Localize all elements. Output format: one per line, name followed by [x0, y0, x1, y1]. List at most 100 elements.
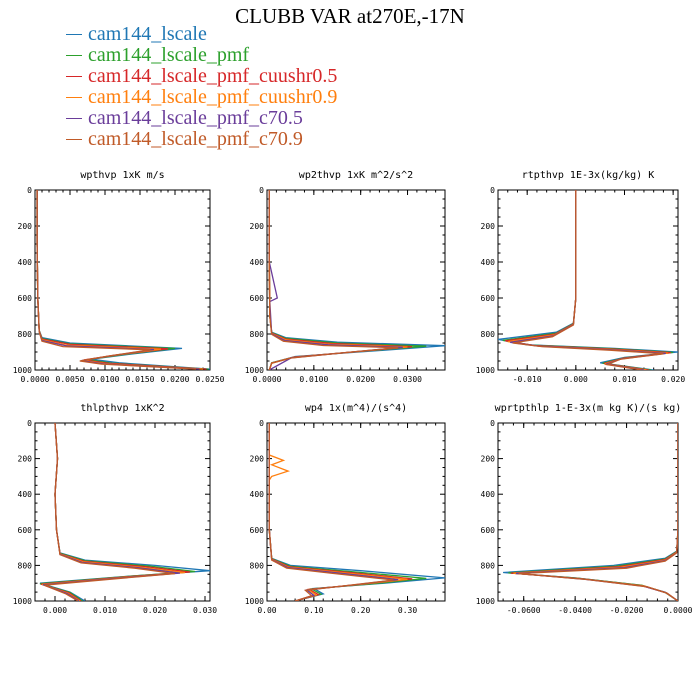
legend: cam144_lscale cam144_lscale_pmf cam144_lsc… — [66, 23, 338, 150]
plot-frame — [34, 422, 211, 602]
y-tick-label: 600 — [481, 526, 496, 535]
legend-item: cam144_lscale_pmf_cuushr0.5 — [66, 65, 338, 87]
series-line-1 — [36, 190, 210, 370]
series-line-5 — [268, 190, 403, 370]
series-line-2 — [502, 190, 674, 370]
series-line-5 — [42, 423, 181, 601]
legend-swatch — [66, 118, 82, 119]
plot-frame — [266, 422, 446, 602]
y-tick-label: 0 — [490, 419, 495, 428]
x-tick-label: 0.010 — [93, 606, 117, 615]
series-line-6 — [512, 190, 664, 370]
legend-label: cam144_lscale_pmf — [88, 44, 250, 66]
panel-title: thlpthvp 1xK^2 — [80, 403, 164, 414]
panel-4: thlpthvp 1xK^2 0 200 400 600 800 1000 0.000 0.01… — [13, 403, 217, 615]
series-line-6 — [36, 190, 197, 370]
series-line-4 — [36, 190, 204, 370]
y-tick-label: 200 — [250, 222, 265, 231]
x-tick-label: 0.0200 — [346, 375, 375, 384]
x-tick-label: 0.020 — [661, 375, 685, 384]
panel-3: rtpthvp 1E-3x(kg/kg) K 0 200 400 600 800 1000 -… — [476, 170, 686, 384]
legend-label: cam144_lscale_pmf_c70.5 — [88, 107, 303, 129]
x-tick-label: 0.10 — [304, 606, 323, 615]
figure-title: CLUBB VAR at270E,-17N — [235, 4, 465, 28]
y-tick-label: 200 — [481, 222, 496, 231]
y-tick-label: 400 — [250, 490, 265, 499]
series-line-6 — [268, 190, 399, 370]
y-tick-label: 1000 — [476, 366, 495, 375]
legend-item: cam144_lscale_pmf_c70.5 — [66, 107, 337, 129]
series-line-4 — [268, 423, 408, 601]
x-tick-label: -0.0400 — [558, 606, 592, 615]
y-tick-label: 0 — [259, 419, 264, 428]
y-tick-label: 1000 — [245, 597, 264, 606]
series-line-4 — [268, 190, 408, 370]
y-tick-label: 600 — [250, 294, 265, 303]
series-line-3 — [510, 423, 678, 601]
series-line-5 — [268, 423, 399, 601]
series-line-2 — [36, 190, 209, 370]
series-line-3 — [36, 190, 207, 370]
legend-swatch — [66, 34, 82, 35]
x-tick-label: 0.30 — [398, 606, 417, 615]
legend-label: cam144_lscale_pmf_c70.9 — [88, 128, 303, 150]
series-line-1 — [268, 190, 445, 370]
x-tick-label: 0.0300 — [393, 375, 422, 384]
legend-item: cam144_lscale_pmf_c70.9 — [66, 128, 337, 150]
plot-frame — [497, 189, 679, 371]
series-line-2 — [39, 423, 196, 601]
x-tick-label: 0.030 — [193, 606, 217, 615]
y-tick-label: 400 — [18, 258, 33, 267]
y-tick-label: 400 — [18, 490, 33, 499]
y-tick-label: 0 — [259, 186, 264, 195]
legend-label: cam144_lscale_pmf_cuushr0.5 — [88, 65, 338, 87]
series-line-6 — [268, 423, 394, 601]
x-tick-label: -0.010 — [513, 375, 542, 384]
x-tick-label: 0.0000 — [21, 375, 50, 384]
series-line-4 — [507, 190, 669, 370]
x-tick-label: 0.0100 — [299, 375, 328, 384]
x-tick-label: -0.0600 — [507, 606, 541, 615]
legend-label: cam144_lscale — [88, 23, 207, 45]
series-line-6 — [518, 423, 678, 601]
series-line-3 — [268, 423, 413, 601]
y-tick-label: 0 — [27, 186, 32, 195]
series-line-1 — [498, 190, 678, 370]
legend-item: cam144_lscale_pmf — [66, 44, 337, 66]
y-tick-label: 800 — [481, 330, 496, 339]
series-line-6 — [43, 423, 176, 601]
x-tick-label: -0.0200 — [610, 606, 644, 615]
x-tick-label: 0.0000 — [253, 375, 282, 384]
y-tick-label: 1000 — [476, 597, 495, 606]
legend-swatch — [66, 76, 82, 77]
x-tick-label: 0.20 — [351, 606, 370, 615]
plot-frame — [266, 189, 446, 371]
plot-frame — [34, 189, 211, 371]
legend-swatch — [66, 139, 82, 140]
y-tick-label: 200 — [18, 222, 33, 231]
y-tick-label: 800 — [18, 561, 33, 570]
series-line-2 — [508, 423, 678, 601]
series-line-2 — [268, 423, 427, 601]
y-tick-label: 600 — [481, 294, 496, 303]
series-line-1 — [503, 423, 678, 601]
plot-frame — [497, 422, 679, 602]
x-tick-label: 0.0000 — [664, 606, 693, 615]
x-tick-label: 0.0150 — [126, 375, 155, 384]
x-tick-label: 0.00 — [257, 606, 276, 615]
x-tick-label: 0.0050 — [56, 375, 85, 384]
series-line-4 — [513, 423, 678, 601]
x-tick-label: 0.010 — [612, 375, 636, 384]
y-tick-label: 200 — [18, 455, 33, 464]
y-tick-label: 600 — [250, 526, 265, 535]
y-tick-label: 1000 — [245, 366, 264, 375]
legend-label: cam144_lscale_pmf_cuushr0.9 — [88, 86, 338, 108]
legend-swatch — [66, 97, 82, 98]
y-tick-label: 800 — [481, 561, 496, 570]
y-tick-label: 800 — [18, 330, 33, 339]
y-tick-label: 400 — [481, 490, 496, 499]
x-tick-label: 0.0250 — [196, 375, 225, 384]
